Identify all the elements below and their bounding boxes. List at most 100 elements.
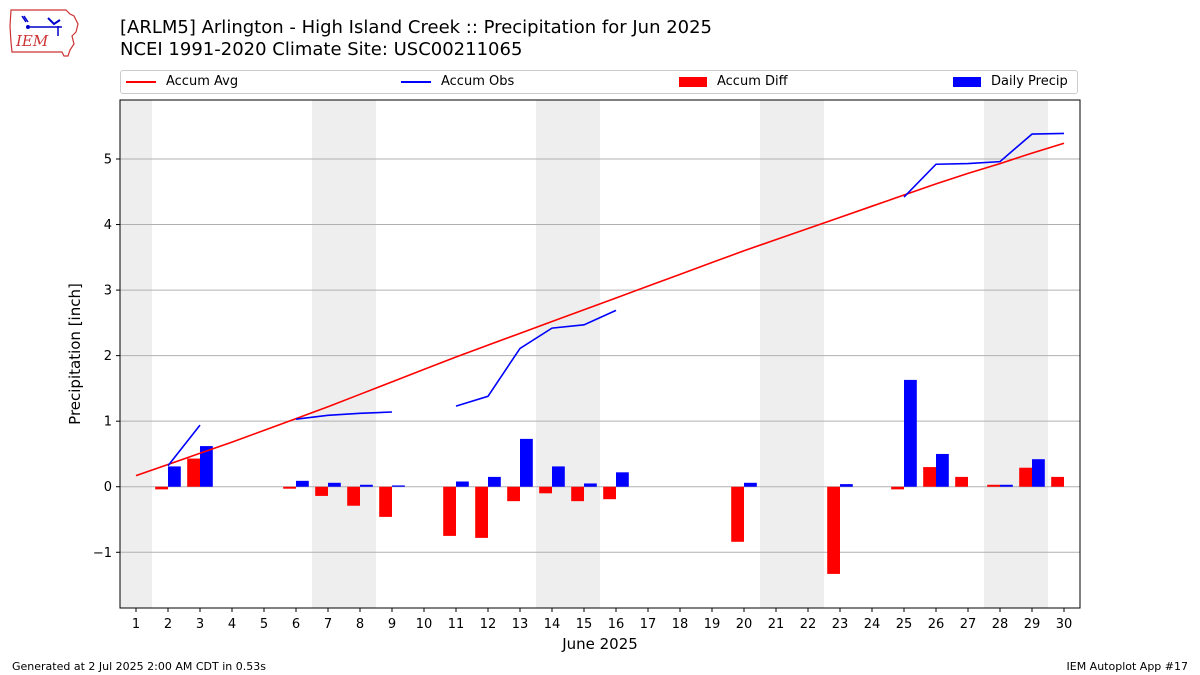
diff-bar-6 bbox=[283, 486, 296, 489]
x-tick-label: 17 bbox=[640, 617, 657, 632]
x-axis: 1 2 3 4 5 6 7 8 9 10 11 12 13 14 15 16 17 18 19 20 21 22 23 24 2… bbox=[132, 608, 1072, 632]
precip-bar-23 bbox=[840, 484, 853, 487]
x-tick-label: 20 bbox=[736, 617, 753, 632]
y-tick-label: 1 bbox=[104, 415, 112, 430]
lines bbox=[135, 132, 1065, 477]
x-tick-label: 13 bbox=[512, 617, 529, 632]
iem-logo: IEM bbox=[9, 9, 79, 57]
bars bbox=[155, 379, 1064, 574]
gridlines bbox=[120, 158, 1080, 553]
legend-swatch-daily-precip bbox=[953, 76, 981, 87]
logo-text: IEM bbox=[15, 32, 49, 50]
legend-label-accum-obs: Accum Obs bbox=[441, 74, 515, 89]
diff-bar-8 bbox=[347, 486, 360, 506]
y-tick-label: 3 bbox=[104, 284, 112, 299]
x-tick-label: 1 bbox=[132, 617, 140, 632]
diff-bar-30 bbox=[1051, 476, 1064, 487]
precip-bar-3 bbox=[200, 446, 213, 487]
accum-obs-line-1 bbox=[295, 411, 393, 421]
legend-item-accum-diff: Accum Diff bbox=[679, 74, 788, 89]
precip-bar-6 bbox=[296, 480, 309, 487]
x-tick-label: 27 bbox=[960, 617, 977, 632]
x-tick-label: 12 bbox=[480, 617, 497, 632]
y-axis: −1 0 1 2 3 4 5 bbox=[93, 152, 120, 561]
x-tick-label: 21 bbox=[768, 617, 785, 632]
y-tick-label: 5 bbox=[104, 152, 112, 167]
x-tick-label: 8 bbox=[356, 617, 364, 632]
legend-label-accum-diff: Accum Diff bbox=[717, 74, 788, 89]
precip-bar-9 bbox=[392, 485, 405, 487]
diff-bar-16 bbox=[603, 486, 616, 500]
x-tick-label: 5 bbox=[260, 617, 268, 632]
footer-app: IEM Autoplot App #17 bbox=[1066, 660, 1189, 673]
diff-bar-27 bbox=[955, 476, 968, 487]
legend: Accum Avg Accum Obs Accum Diff Daily Pre… bbox=[120, 70, 1078, 94]
x-tick-label: 22 bbox=[800, 617, 817, 632]
diff-bar-9 bbox=[379, 486, 392, 517]
diff-bar-12 bbox=[475, 486, 488, 538]
x-tick-label: 3 bbox=[196, 617, 204, 632]
precip-bar-13 bbox=[520, 438, 533, 487]
x-tick-label: 7 bbox=[324, 617, 332, 632]
precip-bar-11 bbox=[456, 481, 469, 487]
precip-bar-16 bbox=[616, 472, 629, 487]
x-tick-label: 4 bbox=[228, 617, 236, 632]
diff-bar-11 bbox=[443, 486, 456, 536]
x-tick-label: 24 bbox=[864, 617, 881, 632]
diff-bar-26 bbox=[923, 467, 936, 487]
diff-bar-28 bbox=[987, 484, 1000, 487]
iowa-state-outline bbox=[9, 9, 79, 57]
legend-swatch-accum-obs bbox=[401, 80, 431, 83]
weekend-band-4 bbox=[984, 100, 1048, 608]
diff-bar-2 bbox=[155, 486, 168, 490]
precip-bar-7 bbox=[328, 482, 341, 487]
accum-avg-line bbox=[135, 142, 1065, 477]
x-tick-label: 10 bbox=[416, 617, 433, 632]
accum-obs-line-2 bbox=[455, 309, 617, 407]
precip-bar-8 bbox=[360, 484, 373, 487]
weekend-band-0 bbox=[120, 100, 152, 608]
x-tick-label: 26 bbox=[928, 617, 945, 632]
diff-bar-7 bbox=[315, 486, 328, 496]
x-tick-label: 11 bbox=[448, 617, 465, 632]
precip-bar-2 bbox=[168, 466, 181, 487]
precip-bar-12 bbox=[488, 476, 501, 487]
precip-bar-20 bbox=[744, 482, 757, 487]
legend-item-daily-precip: Daily Precip bbox=[953, 74, 1068, 89]
weekend-band-2 bbox=[536, 100, 600, 608]
diff-bar-29 bbox=[1019, 467, 1032, 487]
precip-bar-28 bbox=[1000, 484, 1013, 487]
legend-item-accum-obs: Accum Obs bbox=[401, 74, 514, 89]
x-tick-label: 2 bbox=[164, 617, 172, 632]
x-tick-label: 16 bbox=[608, 617, 625, 632]
x-tick-label: 9 bbox=[388, 617, 396, 632]
weekend-band-1 bbox=[312, 100, 376, 608]
x-tick-label: 6 bbox=[292, 617, 300, 632]
accum-obs-line-0 bbox=[167, 424, 201, 467]
diff-bar-3 bbox=[187, 458, 200, 487]
y-tick-label: 4 bbox=[104, 218, 112, 233]
plot-frame bbox=[119, 99, 1081, 609]
chart-title: [ARLM5] Arlington - High Island Creek ::… bbox=[120, 17, 713, 38]
diff-bar-14 bbox=[539, 486, 552, 494]
precip-bar-29 bbox=[1032, 459, 1045, 487]
x-tick-label: 15 bbox=[576, 617, 593, 632]
x-tick-label: 28 bbox=[992, 617, 1009, 632]
diff-bar-23 bbox=[827, 486, 840, 574]
y-tick-label: 0 bbox=[104, 480, 112, 495]
accum-obs-line-3 bbox=[903, 132, 1065, 198]
legend-swatch-accum-diff bbox=[679, 76, 707, 87]
weekend-band-3 bbox=[760, 100, 824, 608]
legend-swatch-accum-avg bbox=[126, 80, 156, 83]
x-tick-label: 25 bbox=[896, 617, 913, 632]
precip-bar-25 bbox=[904, 379, 917, 487]
precip-bar-15 bbox=[584, 483, 597, 487]
x-tick-label: 14 bbox=[544, 617, 561, 632]
x-tick-label: 30 bbox=[1056, 617, 1073, 632]
legend-label-daily-precip: Daily Precip bbox=[991, 74, 1068, 89]
x-tick-label: 19 bbox=[704, 617, 721, 632]
y-tick-label: 2 bbox=[104, 349, 112, 364]
chart-subtitle: NCEI 1991-2020 Climate Site: USC00211065 bbox=[120, 39, 523, 60]
legend-label-accum-avg: Accum Avg bbox=[166, 74, 239, 89]
